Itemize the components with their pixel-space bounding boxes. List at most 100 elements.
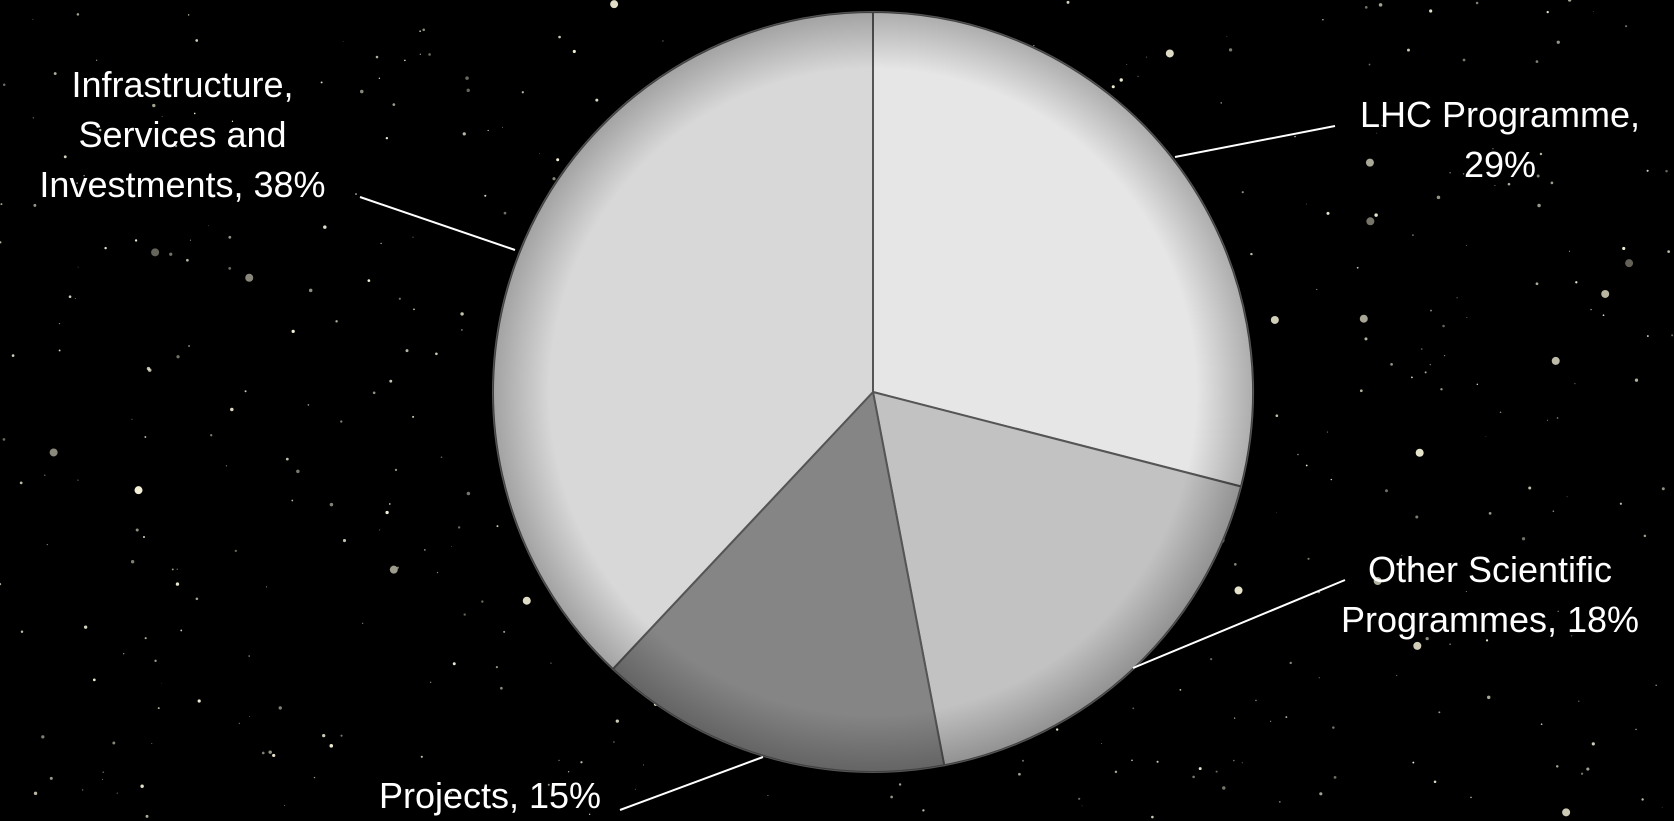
star — [102, 771, 105, 773]
star — [1359, 314, 1368, 323]
star — [1318, 677, 1320, 679]
star — [1126, 64, 1128, 65]
star — [1156, 760, 1159, 763]
star — [1569, 250, 1571, 252]
star — [1179, 688, 1182, 691]
star — [0, 582, 2, 586]
star — [41, 735, 45, 739]
star — [144, 436, 147, 438]
star — [1411, 376, 1413, 379]
star — [180, 629, 183, 632]
star — [550, 662, 552, 664]
star — [451, 546, 452, 547]
star — [145, 814, 149, 818]
star — [169, 252, 173, 256]
star — [49, 776, 53, 780]
star — [248, 655, 251, 657]
star — [1385, 489, 1388, 493]
star — [1571, 635, 1573, 637]
star — [1137, 75, 1139, 77]
star — [1366, 217, 1375, 226]
star — [922, 809, 925, 812]
star — [372, 391, 376, 395]
star — [1556, 765, 1559, 768]
star — [1566, 496, 1568, 498]
star — [413, 308, 415, 311]
star — [230, 407, 234, 412]
star — [1319, 792, 1323, 796]
star — [1420, 348, 1423, 350]
star — [1220, 102, 1222, 104]
star — [1381, 124, 1383, 127]
star — [588, 813, 591, 815]
star — [1551, 356, 1560, 365]
star — [1022, 759, 1024, 762]
star — [2, 83, 6, 86]
star — [1407, 48, 1410, 52]
star — [643, 764, 645, 766]
star — [335, 320, 338, 323]
star — [1465, 590, 1467, 592]
star — [1535, 60, 1539, 63]
star — [76, 182, 78, 184]
star — [104, 246, 107, 250]
star — [1488, 511, 1492, 515]
star — [187, 14, 190, 16]
star — [238, 722, 241, 725]
leader-lines — [359, 125, 1346, 811]
star — [1671, 334, 1674, 337]
star — [389, 379, 393, 383]
star — [1396, 674, 1398, 677]
star — [392, 103, 396, 107]
star — [249, 716, 251, 717]
star — [452, 662, 456, 666]
star — [460, 312, 464, 316]
star — [539, 153, 540, 154]
star — [440, 456, 443, 458]
star — [234, 549, 237, 553]
star — [147, 368, 152, 372]
star — [171, 568, 174, 571]
star — [1593, 11, 1594, 13]
star — [610, 0, 619, 9]
star — [32, 117, 34, 119]
star — [1222, 786, 1226, 790]
star — [77, 266, 79, 268]
star — [1226, 36, 1228, 37]
star — [379, 529, 381, 531]
star — [1359, 389, 1363, 393]
star — [1276, 511, 1277, 513]
star — [193, 112, 196, 115]
star — [157, 707, 160, 710]
star — [1578, 700, 1580, 702]
star — [580, 761, 583, 764]
star — [58, 322, 61, 325]
star — [1376, 132, 1377, 134]
star — [53, 72, 57, 75]
data-label: Other Scientific Programmes, 18% — [1340, 549, 1640, 640]
star — [462, 132, 466, 136]
star — [1111, 85, 1115, 89]
star — [1550, 181, 1554, 185]
star — [197, 699, 201, 703]
star — [1330, 478, 1333, 481]
star — [1373, 577, 1382, 586]
star — [1305, 464, 1308, 467]
star — [1429, 363, 1432, 366]
star — [389, 565, 398, 574]
star — [308, 288, 313, 293]
star — [436, 571, 439, 574]
star — [556, 158, 560, 162]
star — [495, 666, 498, 669]
star — [11, 354, 15, 357]
star — [1233, 759, 1235, 762]
star — [2, 438, 6, 441]
star — [503, 630, 506, 633]
star — [83, 625, 88, 629]
star — [19, 481, 23, 485]
star — [112, 741, 116, 745]
star — [245, 273, 254, 282]
data-label: Projects, 15% — [378, 775, 602, 816]
star — [1228, 48, 1233, 52]
star — [1364, 5, 1368, 9]
